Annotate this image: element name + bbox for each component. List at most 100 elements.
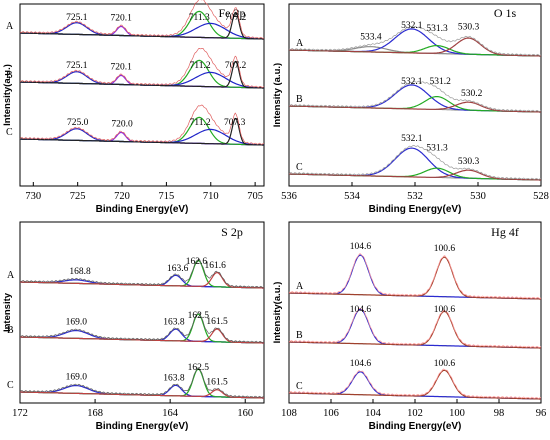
- peak-label: 161.5: [206, 378, 228, 388]
- envelope-line: [19, 48, 265, 88]
- peak-label: 169.0: [66, 318, 88, 328]
- plot-frame: [288, 3, 542, 187]
- x-tick-label: 168: [87, 408, 103, 419]
- y-axis-title: Intensity(a.u.): [2, 64, 13, 126]
- peak-label: 530.3: [458, 23, 480, 33]
- x-axis-title: Binding Energy(eV): [96, 204, 189, 215]
- panel-o-1s: 536 534 532 530 528 Binding Energy(eV) Intensi…: [272, 3, 549, 215]
- x-tick-label: 534: [344, 191, 361, 202]
- peak-label: 707.2: [225, 13, 247, 23]
- peak-label: 163.6: [167, 264, 189, 274]
- peak-label: 720.1: [110, 62, 132, 72]
- peak-label: 725.0: [67, 118, 89, 128]
- series-label: B: [296, 94, 303, 105]
- peak-label: 532.1: [401, 21, 423, 31]
- peak-label: 162.6: [186, 257, 208, 267]
- peak-label: 531.3: [426, 24, 448, 34]
- series-label: B: [7, 325, 14, 336]
- x-tick-label: 710: [203, 191, 219, 202]
- x-axis-title: Binding Energy(eV): [369, 204, 462, 215]
- peak-label: 711.2: [190, 61, 211, 71]
- component-peak: [289, 256, 541, 300]
- y-axis-title: Intensity: [2, 292, 13, 332]
- envelope-line: [19, 311, 265, 343]
- series-label: C: [7, 380, 14, 391]
- plot-frame: [288, 221, 542, 404]
- envelope-line: [288, 368, 542, 399]
- envelope-line: [288, 144, 542, 180]
- peak-label: 169.0: [66, 373, 88, 383]
- peak-label: 532.1: [401, 77, 423, 87]
- component-peak: [289, 101, 541, 113]
- peak-label: 532.1: [401, 134, 423, 144]
- x-tick-label: 172: [12, 408, 28, 419]
- y-axis-title: Intensity(a.u.): [272, 282, 283, 344]
- x-tick-label: 108: [281, 408, 297, 419]
- peak-label: 720.0: [111, 120, 133, 130]
- component-peak: [20, 271, 264, 289]
- x-tick-label: 725: [70, 191, 86, 202]
- peak-label: 725.1: [66, 61, 88, 71]
- envelope-line: [288, 253, 542, 300]
- peak-label: 530.3: [458, 157, 480, 167]
- panel-s-2p: 172 168 164 160 Binding Energy(eV) Intensity S…: [2, 221, 265, 432]
- series-label: A: [296, 38, 304, 49]
- peak-label: 162.5: [188, 311, 210, 321]
- x-tick-label: 715: [159, 191, 175, 202]
- peak-label: 161.6: [205, 261, 227, 271]
- x-tick-label: 100: [449, 408, 465, 419]
- series-label: C: [6, 127, 13, 138]
- peak-label: 104.6: [350, 242, 372, 252]
- component-peak: [20, 330, 264, 344]
- peak-label: 720.1: [110, 13, 132, 23]
- peak-label: 161.5: [206, 317, 228, 327]
- series-label: B: [296, 330, 303, 341]
- panel-title: Hg 4f: [491, 225, 519, 239]
- plot-frame: [19, 3, 265, 187]
- peak-label: 707.2: [225, 61, 247, 71]
- peak-label: 531.2: [430, 77, 452, 87]
- series-label: A: [6, 21, 14, 32]
- component-peak: [289, 310, 541, 349]
- peak-label: 104.6: [350, 305, 372, 315]
- x-tick-label: 160: [237, 408, 253, 419]
- y-axis-title: Intensity (a.u.): [272, 63, 283, 127]
- component-peak: [289, 37, 541, 57]
- component-peak: [289, 84, 541, 113]
- peak-label: 163.8: [163, 318, 185, 328]
- component-peak: [20, 11, 264, 40]
- x-tick-label: 98: [494, 408, 505, 419]
- peak-label: 711.2: [190, 118, 211, 128]
- x-tick-label: 705: [247, 191, 263, 202]
- peak-label: 100.6: [434, 359, 456, 369]
- envelope-line: [19, 0, 265, 39]
- peak-label: 168.8: [69, 267, 91, 277]
- x-axis-title: Binding Energy(eV): [96, 421, 189, 432]
- peak-label: 162.5: [188, 363, 210, 373]
- panel-title: O 1s: [494, 6, 517, 20]
- peak-label: 163.8: [163, 374, 185, 384]
- x-tick-label: 164: [162, 408, 179, 419]
- envelope-line: [19, 367, 265, 398]
- x-tick-label: 102: [407, 408, 423, 419]
- component-peak: [289, 369, 541, 400]
- envelope-line: [288, 80, 542, 112]
- peak-label: 707.3: [224, 118, 246, 128]
- x-tick-label: 536: [281, 191, 297, 202]
- peak-label: 100.6: [434, 244, 456, 254]
- x-tick-label: 96: [536, 408, 547, 419]
- plot-frame: [19, 221, 265, 404]
- x-tick-label: 730: [25, 191, 41, 202]
- panel-title: S 2p: [221, 225, 243, 239]
- series-label: C: [296, 381, 303, 392]
- x-tick-label: 720: [114, 191, 130, 202]
- peak-label: 533.4: [360, 32, 382, 42]
- peak-label: 725.1: [66, 13, 88, 23]
- series-label: C: [296, 162, 303, 173]
- x-tick-label: 528: [533, 191, 549, 202]
- panel-hg-4f: 108 106 104 102 100 98 96 Binding Energy(eV) Int…: [272, 221, 547, 432]
- component-peak: [20, 117, 264, 146]
- x-axis-title: Binding Energy(eV): [369, 421, 462, 432]
